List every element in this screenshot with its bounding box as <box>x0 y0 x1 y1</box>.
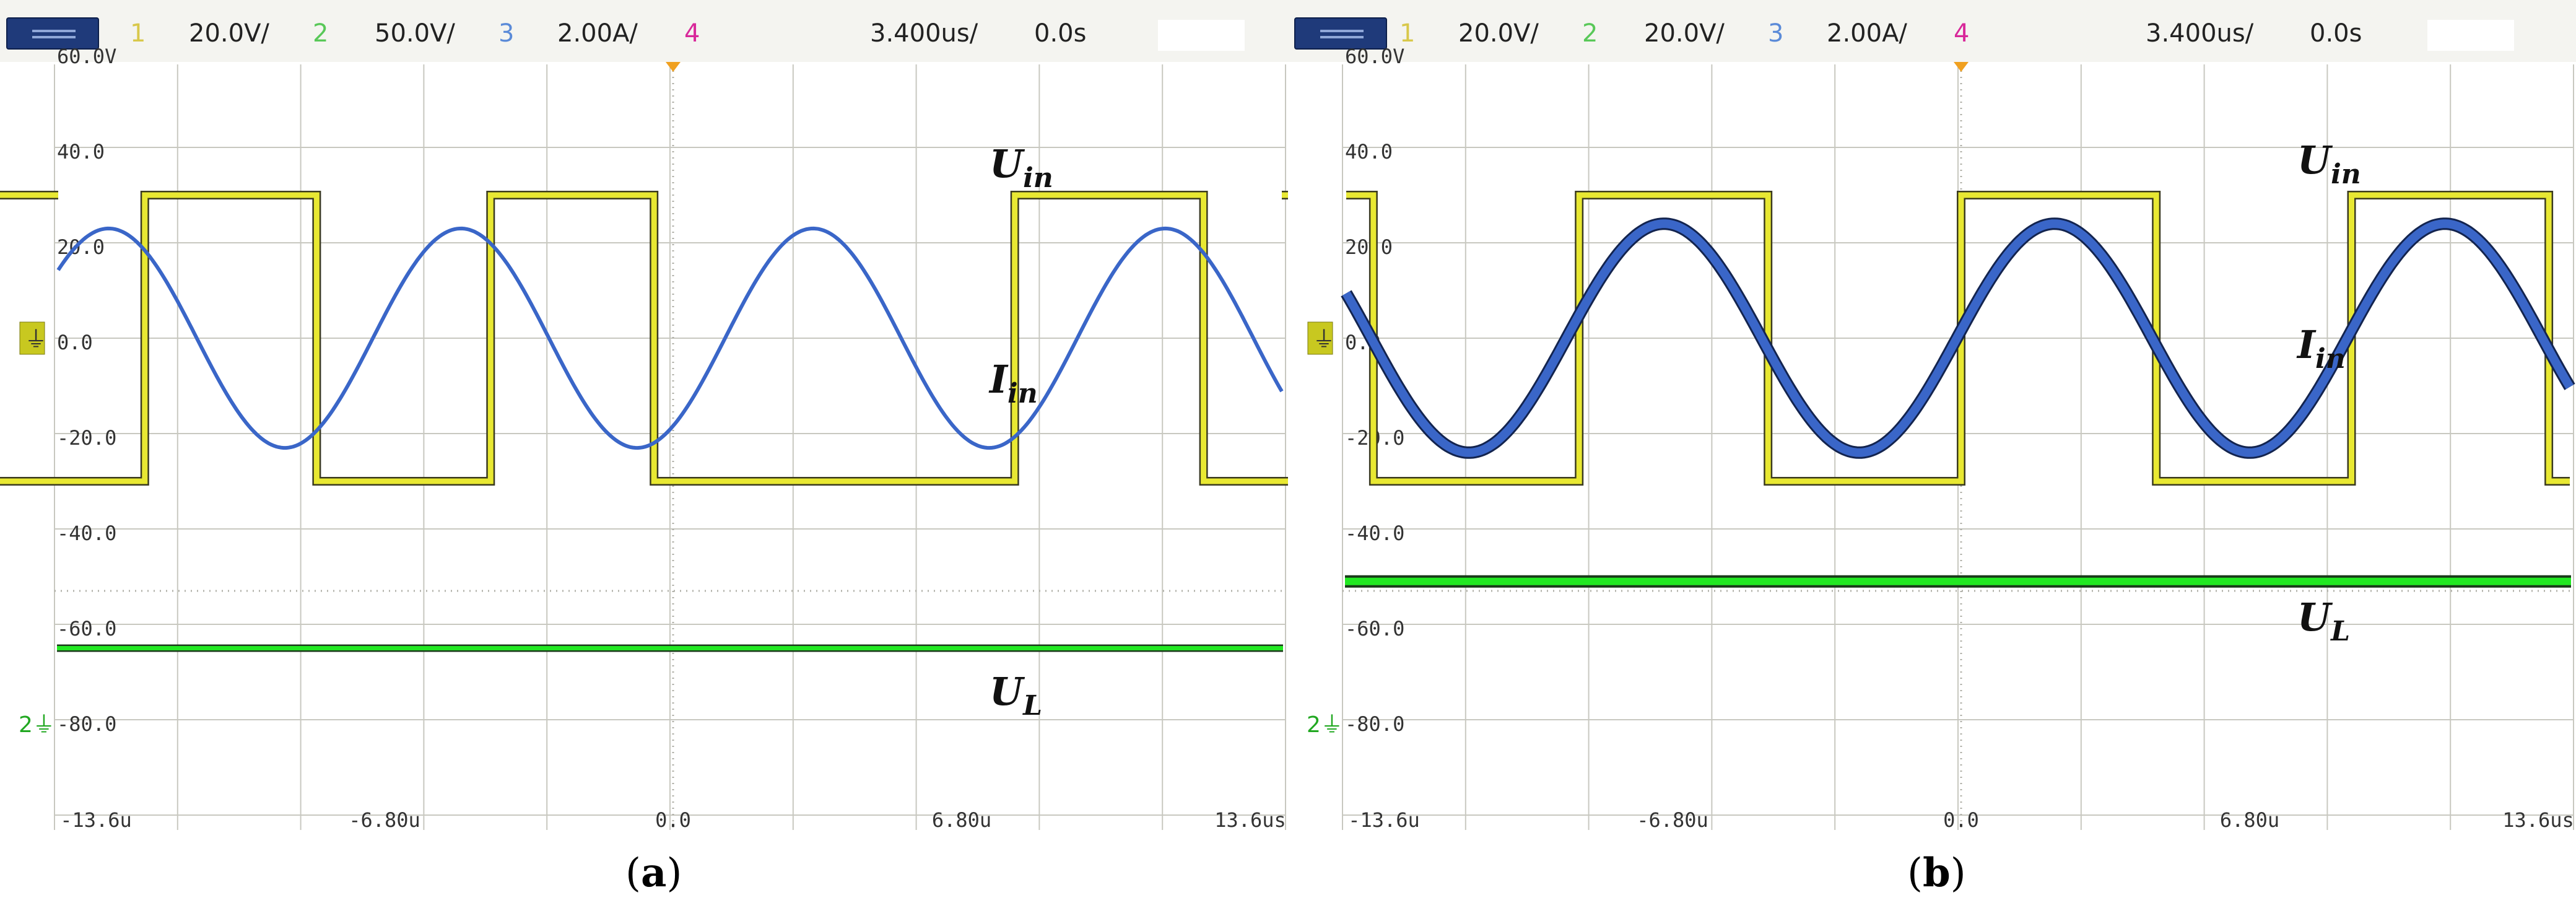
waveform-display: 60.0V40.020.00.0-20.0-40.0-60.0-80.0-13.… <box>1307 45 2575 832</box>
trigger-marker <box>666 62 681 72</box>
y-tick-label: 40.0 <box>1345 140 1393 164</box>
grid <box>54 64 1286 830</box>
caption-letter-b: b <box>1922 850 1951 896</box>
status-box <box>2427 20 2514 51</box>
y-tick-label: -20.0 <box>57 426 116 450</box>
channel-header-bar: 1 20.0V/ 2 50.0V/ 3 2.00A/ 4 3.400us/ 0.… <box>0 0 1288 62</box>
label-iin: Iin <box>988 357 1038 409</box>
label-uin-main: U <box>2297 138 2333 183</box>
label-iin: Iin <box>2296 322 2346 375</box>
ch3-scale: 2.00A/ <box>557 19 638 48</box>
timebase-readout: 3.400us/ <box>2146 19 2254 48</box>
oscilloscope-panel-b: 1 20.0V/ 2 20.0V/ 3 2.00A/ 4 3.400us/ 0.… <box>1288 0 2576 896</box>
ch3-number[interactable]: 3 <box>498 19 515 48</box>
ch2-marker-glyph: 2⏚ <box>19 712 55 738</box>
label-ul: UL <box>990 669 1042 722</box>
x-tick-label: -6.80u <box>1637 808 1708 832</box>
y-tick-label: -60.0 <box>57 617 116 640</box>
y-tick-label: 40.0 <box>57 140 105 164</box>
x-tick-label: 0.0 <box>655 808 691 832</box>
ch1-ground-marker: ⏚ <box>19 321 47 355</box>
label-iin-sub: in <box>1007 378 1038 409</box>
y-tick-label: -40.0 <box>57 522 116 545</box>
caption-a: (a) <box>625 850 682 896</box>
ch1-marker-glyph: ⏚ <box>25 327 47 352</box>
channel-header-bar: 1 20.0V/ 2 20.0V/ 3 2.00A/ 4 3.400us/ 0.… <box>1288 0 2576 62</box>
label-uin-sub: in <box>2331 159 2361 190</box>
trigger-marker <box>1954 62 1969 72</box>
menu-button[interactable] <box>1294 17 1387 50</box>
ch2-marker-glyph: 2⏚ <box>1307 712 1343 738</box>
caption-letter-a: a <box>640 850 667 896</box>
x-tick-label: -13.6u <box>60 808 132 832</box>
ch2-number[interactable]: 2 <box>313 19 329 48</box>
ch1-number[interactable]: 1 <box>130 19 146 48</box>
y-tick-label: 20.0 <box>1345 235 1393 259</box>
ch1-ground-marker: ⏚ <box>1307 321 1335 355</box>
ch1-marker-box <box>1307 321 1333 355</box>
label-iin-main: I <box>988 357 1009 402</box>
status-box <box>1158 20 1245 51</box>
ch1-marker-box <box>19 321 45 355</box>
x-tick-label: 6.80u <box>2220 808 2279 832</box>
y-tick-label: -80.0 <box>1345 712 1404 736</box>
label-ul-main: U <box>2297 595 2333 640</box>
timebase-readout: 3.400us/ <box>870 19 978 48</box>
y-tick-label: 60.0V <box>57 45 116 68</box>
menu-button[interactable] <box>6 17 99 50</box>
x-tick-label: 6.80u <box>932 808 991 832</box>
caption-b: (b) <box>1907 850 1966 896</box>
y-tick-label: 20.0 <box>57 235 105 259</box>
ch4-number[interactable]: 4 <box>684 19 700 48</box>
ch3-number[interactable]: 3 <box>1768 19 1784 48</box>
ch2-number[interactable]: 2 <box>1582 19 1598 48</box>
label-uin: Uin <box>2297 138 2361 190</box>
iin-trace <box>56 226 1284 450</box>
y-tick-label: -80.0 <box>57 712 116 736</box>
x-tick-label: -6.80u <box>349 808 420 832</box>
x-tick-label: 0.0 <box>1943 808 1979 832</box>
oscilloscope-panel-a: 1 20.0V/ 2 50.0V/ 3 2.00A/ 4 3.400us/ 0.… <box>0 0 1288 896</box>
label-uin: Uin <box>990 141 1053 194</box>
ch4-number[interactable]: 4 <box>1954 19 1970 48</box>
iin-trace <box>1342 219 2574 457</box>
label-uin-sub: in <box>1023 162 1053 194</box>
ch1-scale: 20.0V/ <box>189 19 269 48</box>
delay-readout: 0.0s <box>1034 19 1087 48</box>
ch2-scale: 20.0V/ <box>1644 19 1725 48</box>
x-tick-label: 13.6us <box>1214 808 1286 832</box>
ch2-scale: 50.0V/ <box>375 19 455 48</box>
waveform-display: 60.0V 40.0 20.0 0.0 -20.0 -40.0 -60.0 -80.0 -13.… <box>0 45 1288 832</box>
uin-trace <box>0 192 1288 484</box>
y-tick-label: 60.0V <box>1345 45 1404 68</box>
ch1-scale: 20.0V/ <box>1458 19 1539 48</box>
label-ul: UL <box>2297 595 2350 647</box>
label-ul-main: U <box>990 669 1025 714</box>
label-iin-sub: in <box>2315 343 2346 375</box>
label-ul-sub: L <box>2330 616 2350 647</box>
y-tick-label: -60.0 <box>1345 617 1404 640</box>
label-ul-sub: L <box>1022 690 1042 722</box>
ch1-number[interactable]: 1 <box>1399 19 1416 48</box>
ch1-marker-glyph: ⏚ <box>1313 327 1335 352</box>
y-tick-label: -40.0 <box>1345 522 1404 545</box>
ch3-scale: 2.00A/ <box>1827 19 1907 48</box>
x-tick-label: -13.6u <box>1348 808 1420 832</box>
y-tick-label: 0.0 <box>57 331 93 354</box>
label-iin-main: I <box>2296 322 2317 367</box>
delay-readout: 0.0s <box>2310 19 2362 48</box>
label-uin-main: U <box>990 141 1025 186</box>
x-tick-label: 13.6us <box>2502 808 2574 832</box>
